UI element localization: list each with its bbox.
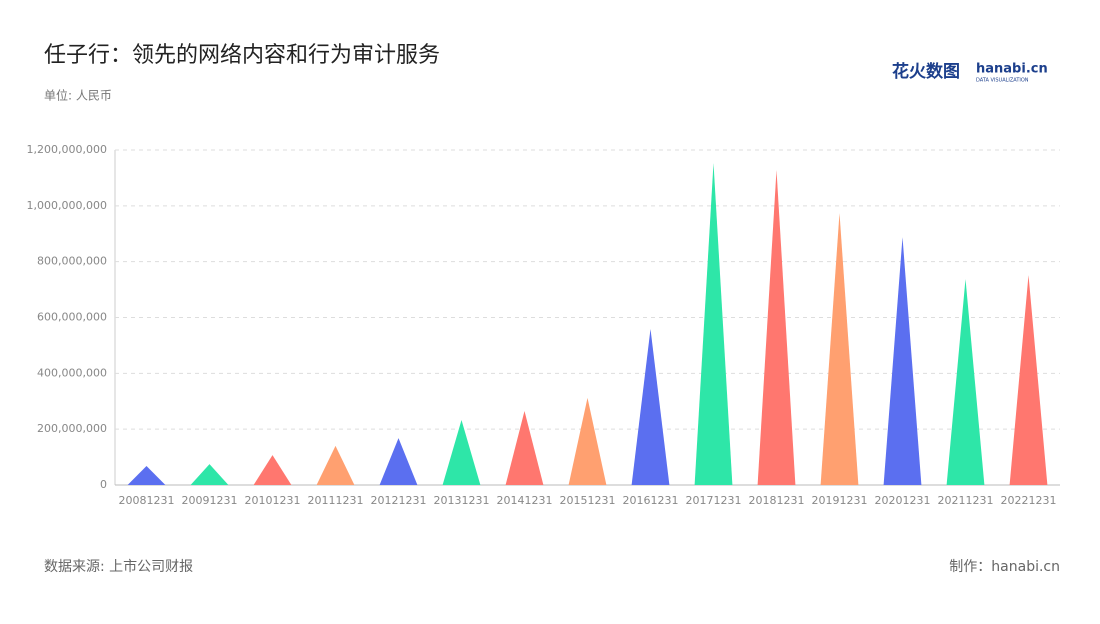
bar [379,438,418,485]
source: 数据来源: 上市公司财报 [44,558,193,575]
y-tick-label: 0 [100,478,107,491]
y-tick-label: 1,000,000,000 [27,199,107,212]
x-tick-label: 20201231 [875,494,931,507]
y-tick-label: 1,200,000,000 [27,143,107,156]
credit: 制作：hanabi.cn [949,559,1060,575]
y-tick-label: 400,000,000 [37,366,107,379]
unit-label: 单位: 人民币 [44,88,112,103]
bar [505,411,544,485]
bar [757,170,796,485]
bar [190,464,229,485]
logo-cn: 花火数图 [892,61,960,82]
x-tick-label: 20171231 [686,494,742,507]
x-tick-label: 20131231 [434,494,490,507]
y-tick-label: 200,000,000 [37,422,107,435]
bar [1009,275,1048,485]
bar [568,397,607,485]
x-tick-label: 20191231 [812,494,868,507]
bar [820,213,859,485]
chart-title: 任子行：领先的网络内容和行为审计服务 [44,43,440,68]
x-tick-label: 20221231 [1001,494,1057,507]
bar [442,419,481,485]
x-tick-label: 20211231 [938,494,994,507]
y-tick-label: 600,000,000 [37,311,107,324]
x-tick-label: 20081231 [119,494,175,507]
x-tick-label: 20151231 [560,494,616,507]
bar [883,237,922,485]
bar [946,278,985,485]
x-tick-label: 20101231 [245,494,301,507]
bar [694,163,733,485]
x-tick-label: 20091231 [182,494,238,507]
bar [316,445,355,485]
bar [253,455,292,485]
bar [127,466,166,485]
x-tick-label: 20161231 [623,494,679,507]
y-tick-label: 800,000,000 [37,255,107,268]
logo-tagline: DATA VISUALIZATION [976,78,1029,84]
x-tick-label: 20121231 [371,494,427,507]
x-tick-label: 20111231 [308,494,364,507]
x-tick-label: 20141231 [497,494,553,507]
logo-en: hanabi.cn [976,62,1048,77]
bar [631,328,670,485]
x-tick-label: 20181231 [749,494,805,507]
